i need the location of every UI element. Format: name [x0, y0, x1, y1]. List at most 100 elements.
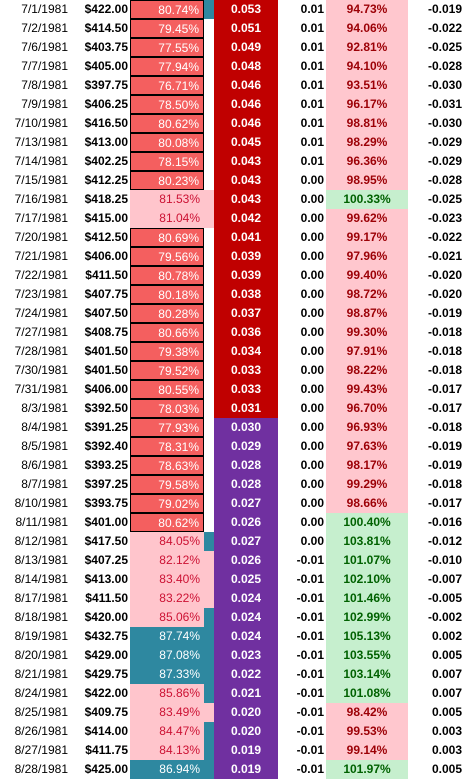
percent-cell[interactable]: 77.93% — [130, 418, 204, 437]
date-cell[interactable]: 8/14/1981 — [14, 572, 68, 586]
ratio-cell[interactable]: 98.17% — [326, 456, 408, 475]
price-cell[interactable]: $414.00 — [84, 724, 128, 738]
change-cell[interactable]: 0.00 — [300, 496, 324, 510]
date-cell[interactable]: 7/21/1981 — [14, 249, 68, 263]
price-cell[interactable]: $401.50 — [84, 344, 128, 358]
change-cell[interactable]: -0.01 — [296, 705, 324, 719]
change-cell[interactable]: -0.01 — [296, 648, 324, 662]
value-cell[interactable]: 0.046 — [214, 76, 278, 95]
trend-cell[interactable]: -0.018 — [427, 477, 462, 491]
ratio-cell[interactable]: 98.72% — [326, 285, 408, 304]
trend-cell[interactable]: -0.020 — [427, 287, 462, 301]
date-cell[interactable]: 7/2/1981 — [21, 21, 68, 35]
ratio-cell[interactable]: 102.99% — [326, 608, 408, 627]
price-cell[interactable]: $425.00 — [84, 762, 128, 776]
percent-cell[interactable]: 83.49% — [130, 703, 204, 722]
price-cell[interactable]: $406.25 — [84, 97, 128, 111]
ratio-cell[interactable]: 98.22% — [326, 361, 408, 380]
percent-cell[interactable]: 87.33% — [130, 665, 204, 684]
change-cell[interactable]: -0.01 — [296, 629, 324, 643]
date-cell[interactable]: 7/8/1981 — [21, 78, 68, 92]
trend-cell[interactable]: -0.019 — [427, 306, 462, 320]
percent-cell[interactable]: 80.69% — [130, 228, 204, 247]
change-cell[interactable]: 0.00 — [300, 420, 324, 434]
ratio-cell[interactable]: 103.14% — [326, 665, 408, 684]
date-cell[interactable]: 7/30/1981 — [14, 363, 68, 377]
percent-cell[interactable]: 78.63% — [130, 456, 204, 475]
price-cell[interactable]: $393.75 — [84, 496, 128, 510]
date-cell[interactable]: 7/27/1981 — [14, 325, 68, 339]
change-cell[interactable]: 0.01 — [300, 97, 324, 111]
ratio-cell[interactable]: 99.14% — [326, 741, 408, 760]
percent-cell[interactable]: 79.58% — [130, 475, 204, 494]
percent-cell[interactable]: 80.18% — [130, 285, 204, 304]
percent-cell[interactable]: 82.12% — [130, 551, 204, 570]
price-cell[interactable]: $392.40 — [84, 439, 128, 453]
percent-cell[interactable]: 80.55% — [130, 380, 204, 399]
ratio-cell[interactable]: 94.06% — [326, 19, 408, 38]
date-cell[interactable]: 8/11/1981 — [15, 515, 69, 529]
date-cell[interactable]: 7/22/1981 — [14, 268, 68, 282]
ratio-cell[interactable]: 99.29% — [326, 475, 408, 494]
percent-cell[interactable]: 76.71% — [130, 76, 204, 95]
date-cell[interactable]: 7/10/1981 — [14, 116, 68, 130]
value-cell[interactable]: 0.030 — [214, 418, 278, 437]
value-cell[interactable]: 0.024 — [214, 627, 278, 646]
price-cell[interactable]: $420.00 — [84, 610, 128, 624]
date-cell[interactable]: 7/1/1981 — [21, 2, 68, 16]
price-cell[interactable]: $407.25 — [84, 553, 128, 567]
date-cell[interactable]: 7/17/1981 — [14, 211, 68, 225]
value-cell[interactable]: 0.033 — [214, 380, 278, 399]
date-cell[interactable]: 8/26/1981 — [14, 724, 68, 738]
date-cell[interactable]: 7/23/1981 — [14, 287, 68, 301]
change-cell[interactable]: 0.01 — [300, 78, 324, 92]
ratio-cell[interactable]: 97.96% — [326, 247, 408, 266]
trend-cell[interactable]: -0.030 — [427, 116, 462, 130]
percent-cell[interactable]: 80.66% — [130, 323, 204, 342]
trend-cell[interactable]: -0.010 — [427, 553, 462, 567]
trend-cell[interactable]: -0.031 — [427, 97, 462, 111]
ratio-cell[interactable]: 96.36% — [326, 152, 408, 171]
date-cell[interactable]: 7/28/1981 — [14, 344, 68, 358]
change-cell[interactable]: 0.00 — [300, 382, 324, 396]
trend-cell[interactable]: 0.005 — [431, 705, 462, 719]
date-cell[interactable]: 7/6/1981 — [21, 40, 68, 54]
change-cell[interactable]: 0.00 — [300, 287, 324, 301]
ratio-cell[interactable]: 94.10% — [326, 57, 408, 76]
date-cell[interactable]: 8/24/1981 — [14, 686, 68, 700]
value-cell[interactable]: 0.038 — [214, 285, 278, 304]
ratio-cell[interactable]: 99.30% — [326, 323, 408, 342]
percent-cell[interactable]: 80.74% — [130, 0, 204, 19]
price-cell[interactable]: $405.00 — [84, 59, 128, 73]
ratio-cell[interactable]: 99.17% — [326, 228, 408, 247]
change-cell[interactable]: 0.00 — [300, 515, 324, 529]
change-cell[interactable]: 0.01 — [300, 59, 324, 73]
value-cell[interactable]: 0.020 — [214, 703, 278, 722]
value-cell[interactable]: 0.043 — [214, 190, 278, 209]
value-cell[interactable]: 0.023 — [214, 646, 278, 665]
trend-cell[interactable]: -0.018 — [427, 420, 462, 434]
value-cell[interactable]: 0.026 — [214, 551, 278, 570]
change-cell[interactable]: -0.01 — [296, 724, 324, 738]
value-cell[interactable]: 0.033 — [214, 361, 278, 380]
change-cell[interactable]: -0.01 — [296, 762, 324, 776]
percent-cell[interactable]: 80.62% — [130, 114, 204, 133]
date-cell[interactable]: 7/13/1981 — [14, 135, 68, 149]
value-cell[interactable]: 0.031 — [214, 399, 278, 418]
trend-cell[interactable]: -0.029 — [427, 154, 462, 168]
price-cell[interactable]: $392.50 — [84, 401, 128, 415]
ratio-cell[interactable]: 97.63% — [326, 437, 408, 456]
change-cell[interactable]: 0.00 — [300, 173, 324, 187]
trend-cell[interactable]: -0.029 — [427, 135, 462, 149]
percent-cell[interactable]: 79.02% — [130, 494, 204, 513]
percent-cell[interactable]: 78.15% — [130, 152, 204, 171]
change-cell[interactable]: 0.00 — [300, 439, 324, 453]
trend-cell[interactable]: -0.017 — [427, 382, 462, 396]
price-cell[interactable]: $406.00 — [84, 249, 128, 263]
value-cell[interactable]: 0.019 — [214, 741, 278, 760]
date-cell[interactable]: 8/3/1981 — [21, 401, 68, 415]
price-cell[interactable]: $411.50 — [85, 591, 128, 605]
price-cell[interactable]: $411.75 — [85, 743, 128, 757]
value-cell[interactable]: 0.048 — [214, 57, 278, 76]
percent-cell[interactable]: 85.06% — [130, 608, 204, 627]
